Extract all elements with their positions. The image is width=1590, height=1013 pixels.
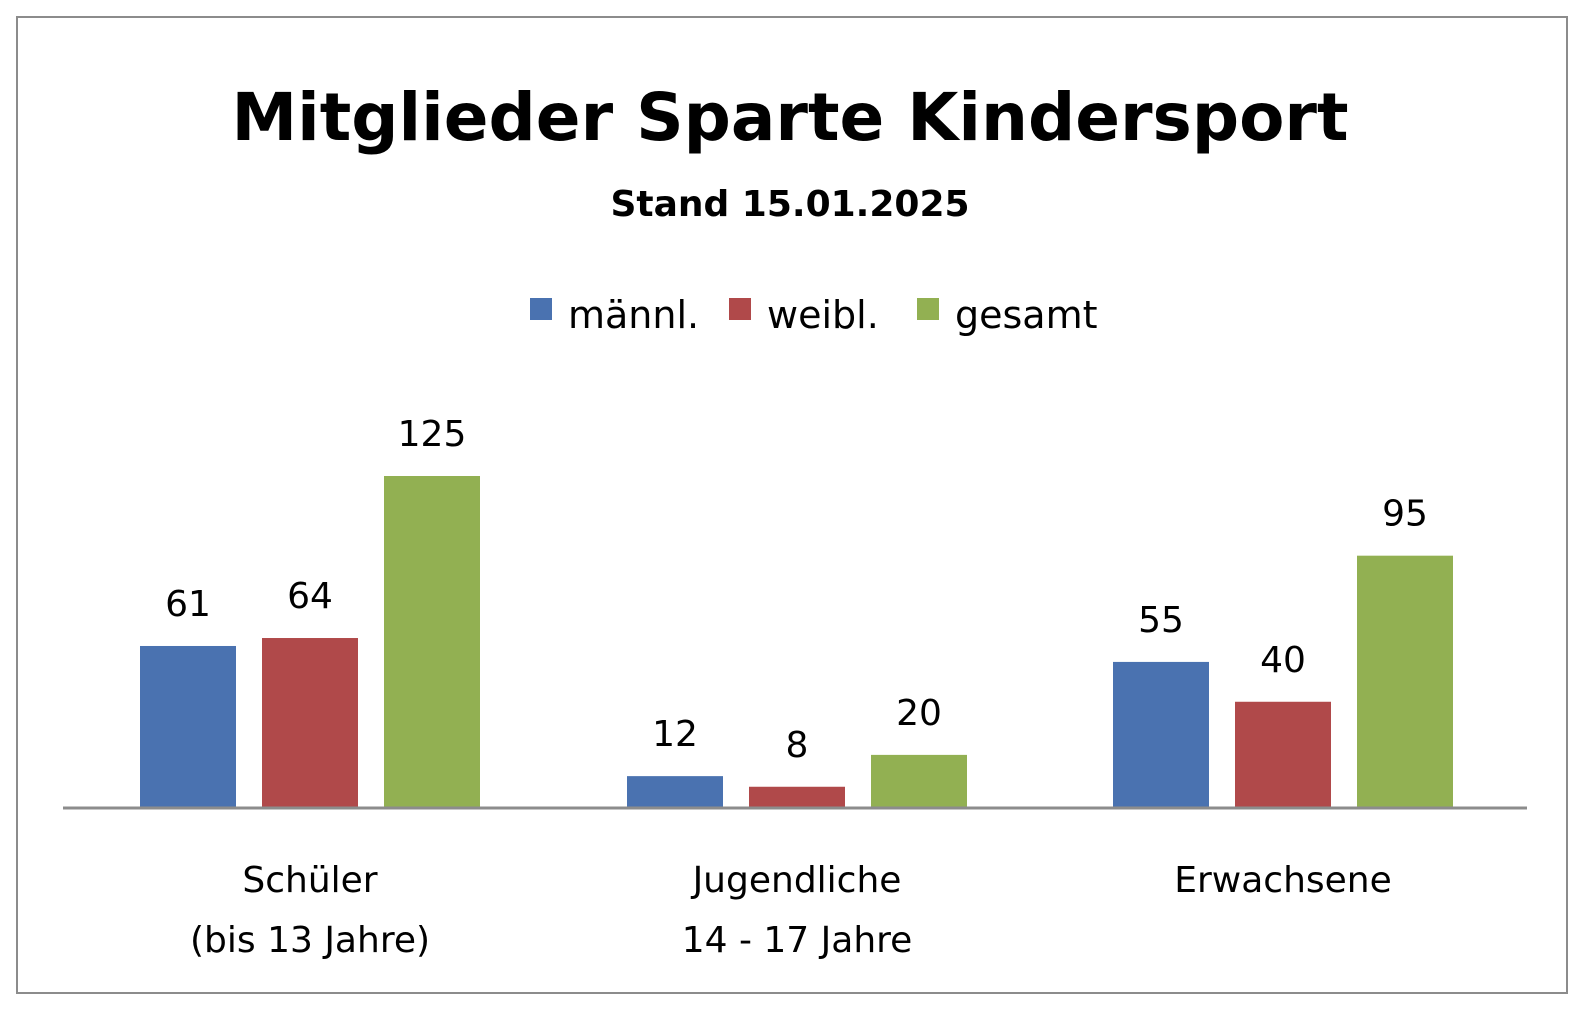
legend-label: gesamt <box>955 293 1098 337</box>
bar-weibl-0 <box>262 638 358 808</box>
category-label: 14 - 17 Jahre <box>682 920 913 961</box>
legend-swatch <box>530 298 552 320</box>
data-label: 64 <box>287 576 333 617</box>
category-label: Schüler <box>242 860 377 901</box>
bar-mnnl-2 <box>1113 661 1209 808</box>
data-label: 95 <box>1382 494 1428 535</box>
chart-title: Mitglieder Sparte Kindersport <box>231 79 1348 156</box>
category-label-group: Schüler (bis 13 Jahre) Jugendliche 14 - 17 … <box>190 860 1392 961</box>
legend-label: weibl. <box>767 293 879 337</box>
category-label: Jugendliche <box>691 860 902 901</box>
data-label-group: 61 12 55 64 8 40 125 20 95 <box>165 414 1428 766</box>
data-label: 125 <box>398 414 467 455</box>
bar-mnnl-0 <box>140 645 236 808</box>
data-label: 8 <box>786 725 809 766</box>
chart-subtitle: Stand 15.01.2025 <box>610 184 969 225</box>
legend-swatch <box>729 298 751 320</box>
bar-weibl-2 <box>1235 701 1331 808</box>
data-label: 40 <box>1260 640 1306 681</box>
chart-frame <box>16 16 1568 994</box>
category-label: Erwachsene <box>1174 860 1392 901</box>
legend-swatch <box>917 298 939 320</box>
bar-group <box>140 476 1453 808</box>
chart-legend: männl. weibl. gesamt <box>530 293 1098 337</box>
data-label: 55 <box>1138 600 1184 641</box>
legend-label: männl. <box>568 293 699 337</box>
category-label: (bis 13 Jahre) <box>190 920 430 961</box>
data-label: 61 <box>165 584 211 625</box>
bar-gesamt-1 <box>871 754 967 808</box>
bar-weibl-1 <box>749 786 845 808</box>
bar-mnnl-1 <box>627 776 723 808</box>
data-label: 20 <box>896 693 942 734</box>
bar-gesamt-2 <box>1357 555 1453 808</box>
bar-gesamt-0 <box>384 476 480 808</box>
data-label: 12 <box>652 714 698 755</box>
